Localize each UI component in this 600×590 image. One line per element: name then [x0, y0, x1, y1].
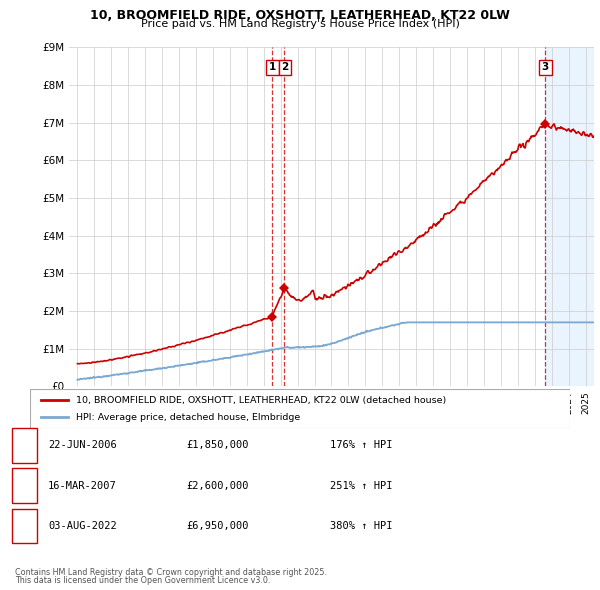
Text: Contains HM Land Registry data © Crown copyright and database right 2025.: Contains HM Land Registry data © Crown c… [15, 568, 327, 577]
Text: This data is licensed under the Open Government Licence v3.0.: This data is licensed under the Open Gov… [15, 576, 271, 585]
Bar [545, 47, 600, 386]
Text: 3: 3 [21, 521, 28, 530]
Text: 1: 1 [269, 63, 276, 73]
Text: 16-MAR-2007: 16-MAR-2007 [48, 481, 117, 490]
Text: 251% ↑ HPI: 251% ↑ HPI [330, 481, 392, 490]
Text: £2,600,000: £2,600,000 [186, 481, 248, 490]
Text: 10, BROOMFIELD RIDE, OXSHOTT, LEATHERHEAD, KT22 0LW: 10, BROOMFIELD RIDE, OXSHOTT, LEATHERHEA… [90, 9, 510, 22]
Text: 10, BROOMFIELD RIDE, OXSHOTT, LEATHERHEAD, KT22 0LW (detached house): 10, BROOMFIELD RIDE, OXSHOTT, LEATHERHEA… [76, 396, 446, 405]
Text: 22-JUN-2006: 22-JUN-2006 [48, 441, 117, 450]
FancyBboxPatch shape [30, 389, 570, 428]
Text: 1: 1 [21, 441, 28, 450]
Text: Price paid vs. HM Land Registry's House Price Index (HPI): Price paid vs. HM Land Registry's House … [140, 19, 460, 30]
Text: £6,950,000: £6,950,000 [186, 521, 248, 530]
Text: £1,850,000: £1,850,000 [186, 441, 248, 450]
Text: HPI: Average price, detached house, Elmbridge: HPI: Average price, detached house, Elmb… [76, 412, 300, 421]
Text: 03-AUG-2022: 03-AUG-2022 [48, 521, 117, 530]
Text: 176% ↑ HPI: 176% ↑ HPI [330, 441, 392, 450]
Text: 3: 3 [542, 63, 549, 73]
Text: 2: 2 [21, 481, 28, 490]
Text: 2: 2 [281, 63, 289, 73]
Text: 380% ↑ HPI: 380% ↑ HPI [330, 521, 392, 530]
